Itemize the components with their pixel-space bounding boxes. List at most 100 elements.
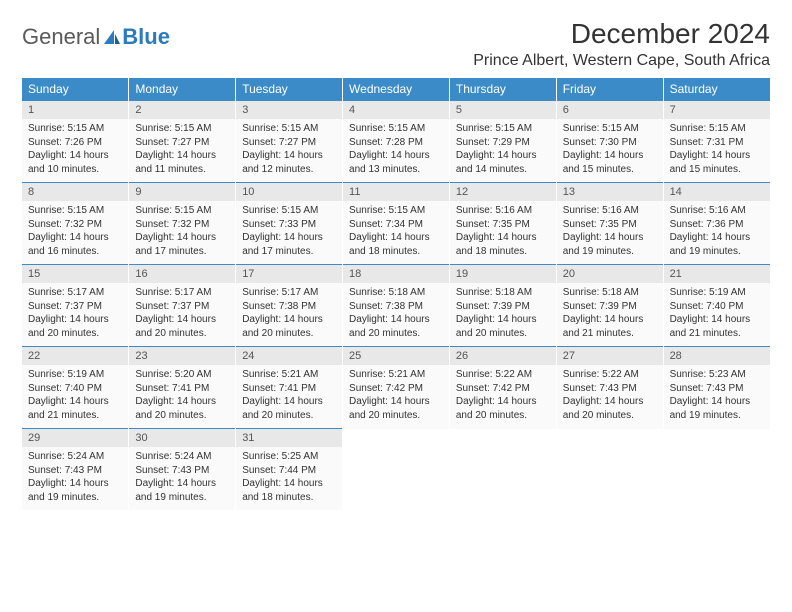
day-number-cell: 16 [129, 265, 236, 284]
daylight-line: Daylight: 14 hours and 19 minutes. [670, 231, 764, 258]
daylight-line: Daylight: 14 hours and 11 minutes. [135, 149, 229, 176]
daylight-line: Daylight: 14 hours and 15 minutes. [670, 149, 764, 176]
day-content-cell: Sunrise: 5:16 AMSunset: 7:35 PMDaylight:… [449, 201, 556, 265]
sunrise-line: Sunrise: 5:19 AM [670, 286, 764, 300]
day-content-row: Sunrise: 5:17 AMSunset: 7:37 PMDaylight:… [22, 283, 770, 347]
title-block: December 2024 Prince Albert, Western Cap… [473, 18, 770, 70]
daylight-line: Daylight: 14 hours and 20 minutes. [135, 313, 229, 340]
sunrise-line: Sunrise: 5:25 AM [242, 450, 336, 464]
sunset-line: Sunset: 7:31 PM [670, 136, 764, 150]
day-header: Sunday [22, 78, 129, 101]
day-number-cell: 2 [129, 101, 236, 120]
day-content-cell: Sunrise: 5:24 AMSunset: 7:43 PMDaylight:… [22, 447, 129, 510]
sunset-line: Sunset: 7:39 PM [563, 300, 657, 314]
sunset-line: Sunset: 7:32 PM [28, 218, 122, 232]
sunset-line: Sunset: 7:38 PM [349, 300, 443, 314]
sunrise-line: Sunrise: 5:17 AM [28, 286, 122, 300]
location-subtitle: Prince Albert, Western Cape, South Afric… [473, 52, 770, 70]
day-number-cell: 31 [236, 429, 343, 448]
sunrise-line: Sunrise: 5:15 AM [135, 122, 229, 136]
day-number-cell: 29 [22, 429, 129, 448]
day-number-cell: 22 [22, 347, 129, 366]
daylight-line: Daylight: 14 hours and 16 minutes. [28, 231, 122, 258]
day-content-cell: Sunrise: 5:15 AMSunset: 7:29 PMDaylight:… [449, 119, 556, 183]
daylight-line: Daylight: 14 hours and 17 minutes. [135, 231, 229, 258]
day-header-row: Sunday Monday Tuesday Wednesday Thursday… [22, 78, 770, 101]
sunrise-line: Sunrise: 5:18 AM [349, 286, 443, 300]
day-content-cell: Sunrise: 5:15 AMSunset: 7:26 PMDaylight:… [22, 119, 129, 183]
daylight-line: Daylight: 14 hours and 21 minutes. [670, 313, 764, 340]
calendar-table: Sunday Monday Tuesday Wednesday Thursday… [22, 78, 770, 510]
sunset-line: Sunset: 7:33 PM [242, 218, 336, 232]
day-content-cell: Sunrise: 5:19 AMSunset: 7:40 PMDaylight:… [22, 365, 129, 429]
sunset-line: Sunset: 7:28 PM [349, 136, 443, 150]
day-content-cell: Sunrise: 5:17 AMSunset: 7:37 PMDaylight:… [22, 283, 129, 347]
daylight-line: Daylight: 14 hours and 20 minutes. [349, 313, 443, 340]
day-header: Tuesday [236, 78, 343, 101]
day-content-row: Sunrise: 5:15 AMSunset: 7:32 PMDaylight:… [22, 201, 770, 265]
daylight-line: Daylight: 14 hours and 19 minutes. [135, 477, 229, 504]
sunset-line: Sunset: 7:35 PM [563, 218, 657, 232]
daylight-line: Daylight: 14 hours and 18 minutes. [456, 231, 550, 258]
day-number-cell: 19 [449, 265, 556, 284]
sunrise-line: Sunrise: 5:21 AM [242, 368, 336, 382]
sunrise-line: Sunrise: 5:15 AM [349, 122, 443, 136]
day-number-cell: 20 [556, 265, 663, 284]
day-content-cell: Sunrise: 5:17 AMSunset: 7:37 PMDaylight:… [129, 283, 236, 347]
sunset-line: Sunset: 7:43 PM [670, 382, 764, 396]
day-header: Wednesday [343, 78, 450, 101]
day-content-cell: Sunrise: 5:19 AMSunset: 7:40 PMDaylight:… [663, 283, 770, 347]
day-number-cell: 26 [449, 347, 556, 366]
daylight-line: Daylight: 14 hours and 20 minutes. [242, 395, 336, 422]
sunrise-line: Sunrise: 5:22 AM [563, 368, 657, 382]
day-content-cell: Sunrise: 5:18 AMSunset: 7:39 PMDaylight:… [556, 283, 663, 347]
sunrise-line: Sunrise: 5:24 AM [28, 450, 122, 464]
header: General Blue December 2024 Prince Albert… [22, 18, 770, 70]
sunrise-line: Sunrise: 5:15 AM [135, 204, 229, 218]
sunrise-line: Sunrise: 5:15 AM [563, 122, 657, 136]
day-number-cell: 6 [556, 101, 663, 120]
day-content-cell: Sunrise: 5:23 AMSunset: 7:43 PMDaylight:… [663, 365, 770, 429]
sunrise-line: Sunrise: 5:23 AM [670, 368, 764, 382]
daylight-line: Daylight: 14 hours and 17 minutes. [242, 231, 336, 258]
day-number-cell: 9 [129, 183, 236, 202]
day-content-cell: Sunrise: 5:15 AMSunset: 7:33 PMDaylight:… [236, 201, 343, 265]
day-content-row: Sunrise: 5:24 AMSunset: 7:43 PMDaylight:… [22, 447, 770, 510]
sunset-line: Sunset: 7:37 PM [135, 300, 229, 314]
sunrise-line: Sunrise: 5:24 AM [135, 450, 229, 464]
sunset-line: Sunset: 7:30 PM [563, 136, 657, 150]
daylight-line: Daylight: 14 hours and 18 minutes. [242, 477, 336, 504]
day-content-cell: Sunrise: 5:17 AMSunset: 7:38 PMDaylight:… [236, 283, 343, 347]
day-number-cell: 3 [236, 101, 343, 120]
day-number-cell: 17 [236, 265, 343, 284]
sunset-line: Sunset: 7:43 PM [563, 382, 657, 396]
day-header: Monday [129, 78, 236, 101]
sunset-line: Sunset: 7:34 PM [349, 218, 443, 232]
day-content-cell: Sunrise: 5:16 AMSunset: 7:35 PMDaylight:… [556, 201, 663, 265]
day-header: Thursday [449, 78, 556, 101]
sunrise-line: Sunrise: 5:16 AM [456, 204, 550, 218]
day-number-cell: 28 [663, 347, 770, 366]
sunrise-line: Sunrise: 5:17 AM [135, 286, 229, 300]
day-content-cell: Sunrise: 5:24 AMSunset: 7:43 PMDaylight:… [129, 447, 236, 510]
day-content-row: Sunrise: 5:15 AMSunset: 7:26 PMDaylight:… [22, 119, 770, 183]
day-number-cell: 25 [343, 347, 450, 366]
day-number-cell: 27 [556, 347, 663, 366]
day-content-cell: Sunrise: 5:20 AMSunset: 7:41 PMDaylight:… [129, 365, 236, 429]
sunset-line: Sunset: 7:41 PM [242, 382, 336, 396]
sunset-line: Sunset: 7:41 PM [135, 382, 229, 396]
day-number-row: 293031 [22, 429, 770, 448]
day-content-cell: Sunrise: 5:18 AMSunset: 7:38 PMDaylight:… [343, 283, 450, 347]
logo-text-1: General [22, 24, 100, 50]
daylight-line: Daylight: 14 hours and 21 minutes. [563, 313, 657, 340]
sunset-line: Sunset: 7:42 PM [456, 382, 550, 396]
day-content-cell: Sunrise: 5:25 AMSunset: 7:44 PMDaylight:… [236, 447, 343, 510]
daylight-line: Daylight: 14 hours and 18 minutes. [349, 231, 443, 258]
day-content-cell [343, 447, 450, 510]
day-number-cell: 5 [449, 101, 556, 120]
day-content-cell [556, 447, 663, 510]
sunset-line: Sunset: 7:42 PM [349, 382, 443, 396]
day-number-row: 22232425262728 [22, 347, 770, 366]
day-content-cell: Sunrise: 5:15 AMSunset: 7:30 PMDaylight:… [556, 119, 663, 183]
day-content-cell: Sunrise: 5:18 AMSunset: 7:39 PMDaylight:… [449, 283, 556, 347]
